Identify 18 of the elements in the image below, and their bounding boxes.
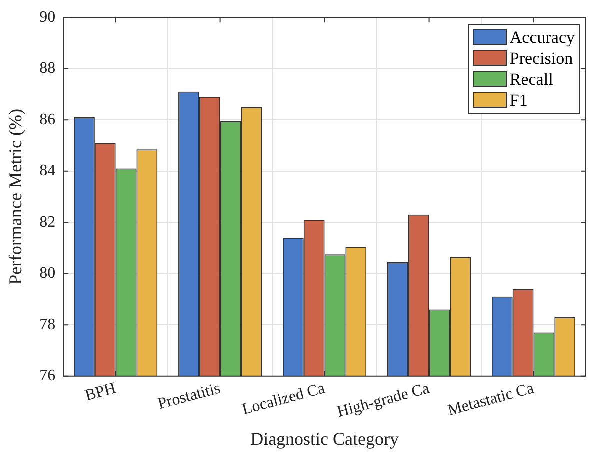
x-tick-label: BPH [84,380,118,405]
legend-label: Precision [510,48,574,69]
y-tick-label: 78 [40,316,56,334]
x-tick-label: Prostatitis [156,380,222,414]
y-tick-label: 86 [40,111,56,128]
y-tick-label: 76 [40,368,56,385]
y-tick-label: 82 [40,214,56,231]
x-tick-label: Localized Ca [240,380,327,419]
legend-label: F1 [510,90,528,111]
legend-label: Accuracy [510,26,575,48]
y-tick-label: 90 [40,8,56,26]
y-axis-title: Performance Metric (%) [6,109,26,285]
y-tick-label: 80 [40,265,56,282]
y-tick-label: 84 [40,162,56,180]
x-axis-title: Diagnostic Category [250,428,400,449]
y-tick-label: 88 [40,60,56,78]
x-tick-label: Metastatic Ca [446,380,536,420]
legend-label: Recall [510,68,554,90]
